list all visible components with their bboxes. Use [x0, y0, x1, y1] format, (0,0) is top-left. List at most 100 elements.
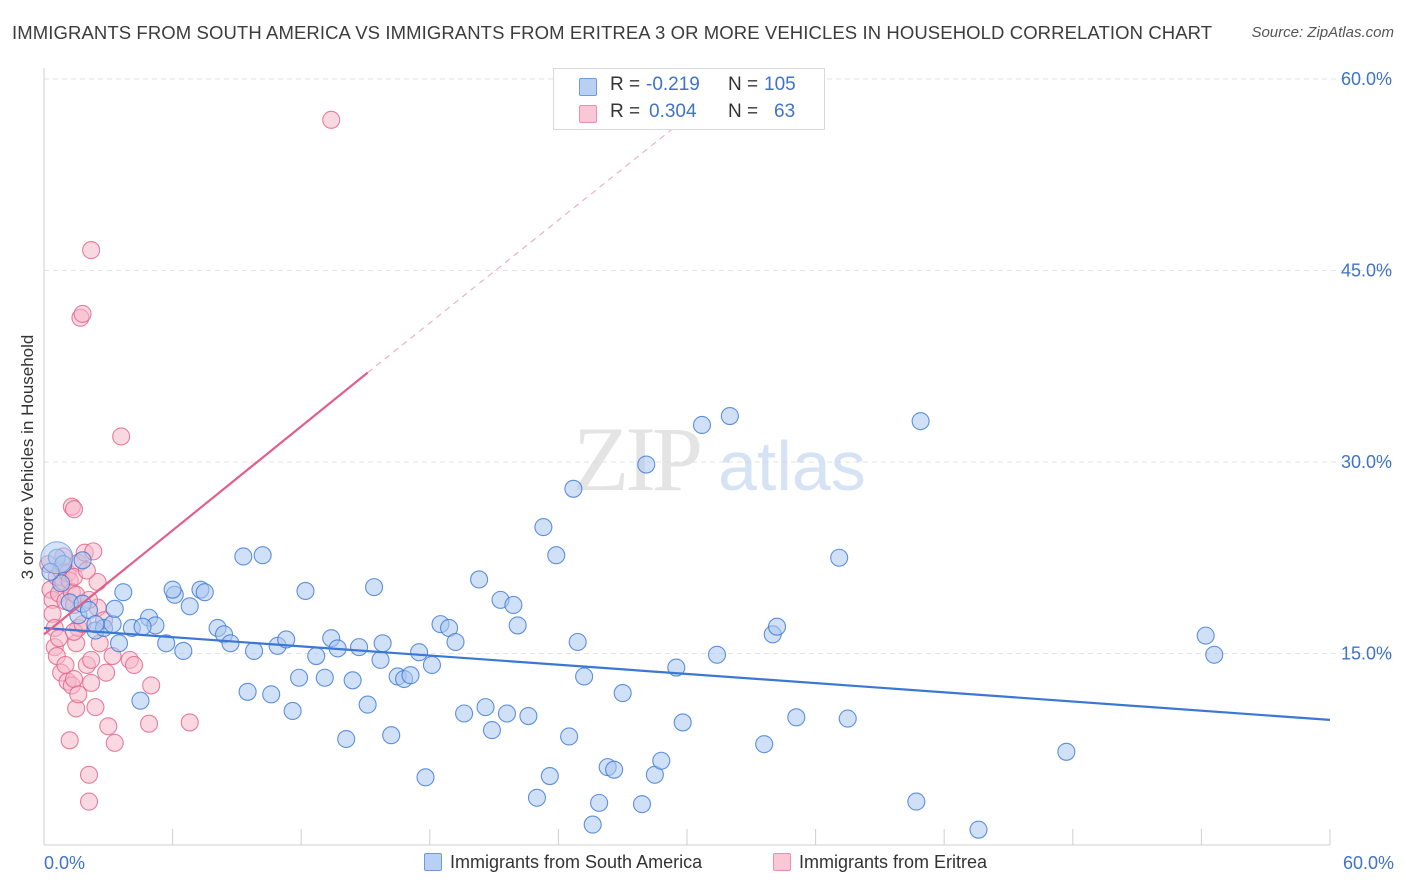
south-america-point: [1057, 742, 1076, 761]
south-america-point: [1205, 645, 1224, 664]
south-america-point: [283, 701, 302, 721]
trend-lines: [43, 116, 1331, 721]
south-america-point: [969, 820, 988, 839]
legend-swatch-pink: [773, 853, 791, 871]
legend-row-eritrea: R = 0.304 N = 63: [554, 101, 824, 127]
south-america-point: [410, 643, 429, 662]
south-america-point: [692, 415, 712, 435]
gridlines: [44, 78, 1392, 654]
south-america-point: [416, 768, 435, 787]
legend-n-value: 105: [764, 74, 796, 95]
south-america-point: [422, 655, 441, 675]
south-america-point: [358, 695, 377, 714]
south-america-point: [838, 709, 857, 728]
trend-line-eritrea: [43, 371, 369, 636]
south-america-point: [52, 574, 71, 593]
south-america-point: [455, 704, 474, 723]
south-america-point: [371, 650, 390, 669]
source-credit: Source: ZipAtlas.com: [1251, 24, 1394, 41]
south-america-point: [637, 455, 656, 474]
south-america-point: [787, 708, 806, 727]
legend-swatch-blue: [424, 853, 442, 871]
south-america-point: [157, 634, 176, 653]
south-america-point: [315, 668, 334, 687]
south-america-point: [133, 617, 152, 636]
legend-label-eritrea: Immigrants from Eritrea: [799, 852, 988, 872]
legend-swatch-blue: [579, 78, 597, 96]
south-america-point: [131, 691, 150, 710]
south-america-point: [195, 583, 214, 602]
south-america-point: [911, 412, 930, 431]
y-tick-label: 15.0%: [1341, 644, 1392, 664]
south-america-point: [234, 547, 253, 566]
watermark-zip: ZIP: [573, 408, 700, 510]
eritrea-point: [180, 713, 199, 732]
south-america-point: [767, 617, 787, 636]
south-america-point: [476, 698, 495, 717]
south-america-point: [238, 682, 257, 701]
x-tick-label-max: 60.0%: [1343, 853, 1394, 873]
south-america-point: [568, 632, 587, 652]
south-america-point: [508, 616, 527, 635]
south-america-point: [244, 641, 264, 660]
eritrea-point: [64, 500, 84, 519]
south-america-point: [632, 795, 652, 814]
y-tick-label: 45.0%: [1341, 261, 1392, 281]
south-america-point: [373, 634, 392, 653]
south-america-point: [504, 595, 523, 615]
south-america-point: [707, 645, 727, 664]
south-america-point: [470, 570, 489, 589]
south-america-point: [583, 815, 602, 834]
south-america-point: [86, 615, 105, 634]
eritrea-point: [105, 733, 124, 752]
legend-label-south-america: Immigrants from South America: [450, 852, 703, 872]
south-america-point: [221, 634, 240, 653]
south-america-point: [564, 479, 583, 498]
south-america-point: [114, 583, 133, 602]
south-america-point: [105, 599, 124, 618]
south-america-point: [337, 729, 356, 749]
south-america-point: [73, 551, 92, 570]
legend-n-label: N =: [728, 74, 759, 95]
south-america-point: [907, 792, 926, 811]
south-america-point: [174, 641, 193, 660]
eritrea-point: [82, 241, 101, 260]
legend-row-south-america: R = -0.219 N = 105: [554, 74, 824, 100]
south-america-point: [575, 667, 594, 686]
south-america-point: [382, 726, 401, 745]
legend-r-label: R =: [610, 74, 641, 95]
legend-r-value: -0.219: [646, 74, 700, 95]
eritrea-point: [142, 676, 161, 695]
south-america-point: [540, 767, 559, 786]
eritrea-point: [79, 792, 99, 811]
south-america-point: [1196, 626, 1215, 645]
south-america-point: [590, 793, 609, 812]
south-america-point: [163, 580, 182, 599]
eritrea-point: [112, 427, 131, 446]
legend-n-value: 63: [774, 101, 796, 122]
eritrea-point: [64, 669, 84, 689]
south-america-point: [365, 578, 384, 597]
legend-swatch-pink: [579, 105, 597, 123]
y-tick-label: 60.0%: [1341, 69, 1392, 89]
eritrea-point: [97, 663, 116, 682]
south-america-point: [534, 518, 553, 537]
south-america-point: [497, 704, 517, 723]
eritrea-point: [139, 714, 159, 733]
eritrea-point: [82, 650, 101, 669]
chart-title: IMMIGRANTS FROM SOUTH AMERICA VS IMMIGRA…: [12, 22, 1213, 43]
eritrea-point: [60, 731, 79, 750]
eritrea-point: [82, 673, 101, 692]
south-america-point: [290, 668, 309, 687]
y-axis-label: 3 or more Vehicles in Household: [18, 334, 37, 580]
south-america-point: [527, 788, 547, 807]
axes: [43, 68, 1331, 846]
south-america-point: [482, 721, 502, 740]
south-america-point: [262, 685, 281, 704]
south-america-point: [401, 666, 420, 685]
south-america-point: [652, 751, 671, 770]
legend-r-label: R =: [610, 101, 641, 122]
south-america-point: [720, 406, 739, 426]
south-america-point: [560, 727, 579, 746]
legend-item-south-america: Immigrants from South America: [424, 852, 702, 873]
